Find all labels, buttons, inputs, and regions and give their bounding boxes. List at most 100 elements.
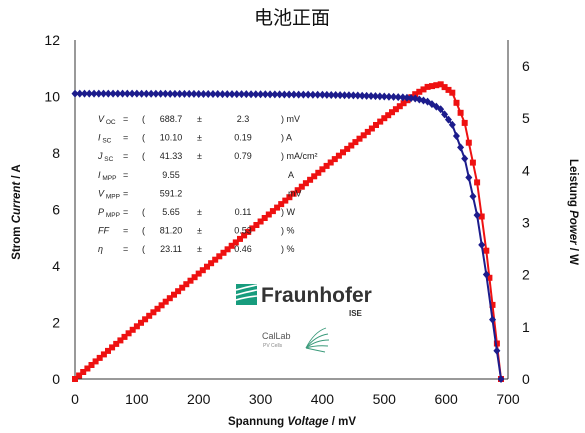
current-point	[323, 90, 331, 99]
current-point	[444, 115, 452, 124]
current-point	[199, 89, 207, 98]
power-point	[364, 128, 371, 135]
power-point	[433, 82, 440, 89]
y-left-tick-label: 0	[52, 371, 60, 387]
power-point	[424, 83, 431, 90]
param-value: 23.11	[160, 244, 182, 254]
current-point	[128, 89, 136, 98]
power-point	[344, 145, 351, 152]
power-point	[232, 239, 239, 246]
param-unit: ) A	[281, 133, 292, 143]
current-point	[318, 90, 326, 99]
current-point	[299, 90, 307, 99]
power-point	[392, 106, 399, 113]
power-point	[245, 228, 252, 235]
power-point	[129, 326, 136, 333]
current-point	[452, 132, 460, 141]
param-unit: ) %	[281, 226, 295, 236]
power-point	[368, 125, 375, 132]
current-point	[204, 90, 212, 99]
current-point	[327, 90, 335, 99]
power-point	[269, 208, 276, 215]
param-equals: =	[123, 133, 128, 143]
param-equals: =	[123, 114, 128, 124]
power-point	[237, 235, 243, 242]
power-point	[323, 162, 330, 169]
current-point	[185, 89, 193, 98]
param-symbol: I MPP	[98, 170, 116, 182]
power-point	[319, 166, 326, 173]
current-point	[71, 89, 79, 98]
current-point	[461, 154, 469, 163]
current-point	[266, 90, 274, 99]
param-value: 81.20	[160, 226, 183, 236]
power-point	[294, 187, 301, 194]
param-symbol: P MPP	[98, 207, 120, 219]
param-equals: =	[123, 226, 128, 236]
y-right-axis-label: Leistung Power / W	[567, 159, 579, 265]
power-point	[429, 83, 435, 90]
power-point	[483, 247, 490, 254]
param-pm: ±	[197, 133, 202, 143]
param-equals: =	[123, 207, 128, 217]
current-point	[295, 90, 303, 99]
power-point	[117, 337, 124, 344]
power-point	[290, 190, 297, 197]
current-point	[171, 89, 179, 98]
param-error: 2.3	[237, 114, 250, 124]
param-open: (	[142, 244, 145, 254]
power-point	[486, 274, 493, 281]
power-point	[352, 139, 359, 146]
current-point	[85, 89, 93, 98]
power-point	[146, 312, 153, 319]
power-point	[92, 358, 99, 365]
power-point	[493, 340, 500, 347]
power-point	[461, 119, 468, 126]
power-point	[282, 197, 289, 204]
current-point	[76, 89, 84, 98]
current-point	[104, 89, 112, 98]
power-point	[469, 159, 476, 166]
y-left-tick-label: 12	[44, 32, 60, 48]
current-point	[376, 92, 384, 101]
current-point	[280, 90, 288, 99]
power-point	[396, 103, 403, 110]
current-point	[180, 89, 188, 98]
current-point	[242, 90, 250, 99]
current-point	[285, 90, 293, 99]
power-point	[437, 81, 444, 88]
param-pm: ±	[197, 226, 202, 236]
current-point	[489, 315, 497, 324]
current-point	[448, 120, 456, 129]
current-point	[223, 90, 231, 99]
fraunhofer-name: Fraunhofer	[261, 284, 372, 307]
power-point	[335, 152, 342, 159]
callab-name: CalLab	[262, 331, 291, 341]
current-point	[457, 143, 465, 152]
power-point	[331, 156, 338, 163]
power-point	[249, 225, 256, 232]
y-right-tick-label: 5	[522, 110, 530, 126]
power-point	[204, 263, 210, 270]
y-left-axis-label: Strom Current / A	[11, 164, 23, 259]
current-point	[238, 90, 246, 99]
current-point	[219, 90, 227, 99]
power-point	[76, 372, 83, 379]
power-point	[478, 213, 485, 220]
x-tick-label: 400	[311, 391, 335, 407]
param-value: 10.10	[160, 133, 183, 143]
power-point	[420, 86, 427, 93]
power-point	[360, 132, 367, 139]
param-error: 0.11	[235, 207, 252, 217]
current-point	[304, 90, 312, 99]
current-point	[228, 90, 236, 99]
power-point	[416, 88, 423, 95]
power-point	[171, 291, 177, 298]
param-value: 688.7	[160, 114, 183, 124]
param-unit: mV	[288, 188, 302, 198]
x-axis-label: Spannung Voltage / mV	[228, 416, 356, 428]
current-point	[473, 211, 481, 220]
current-point	[363, 91, 371, 100]
fraunhofer-emblem-icon	[235, 284, 258, 305]
